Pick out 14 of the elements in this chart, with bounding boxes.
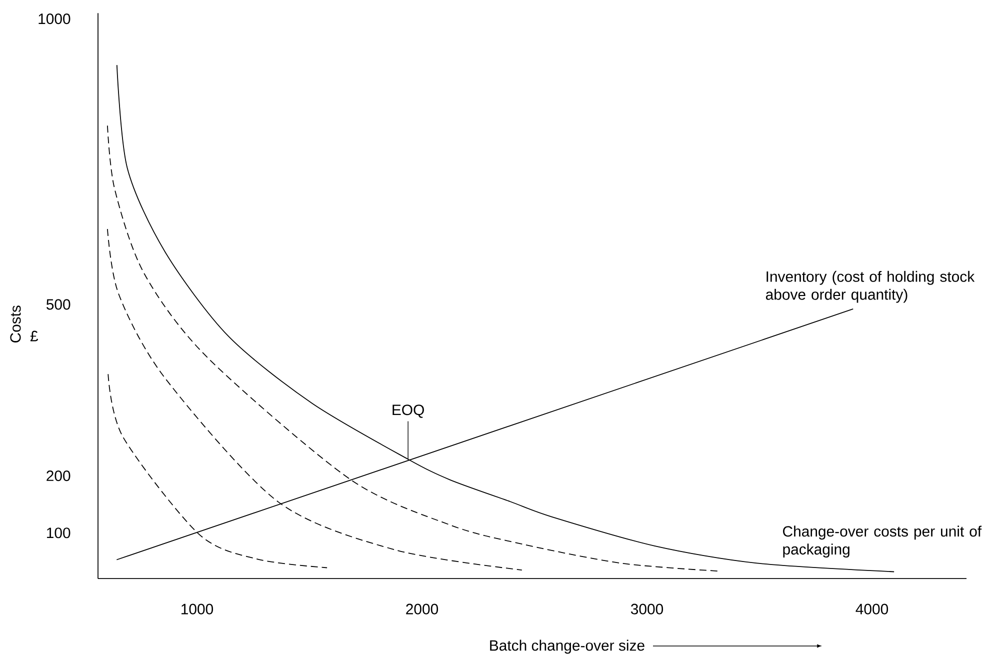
- y-tick-label: 100: [47, 528, 70, 538]
- series-label: Change-over costs per unit of packaging: [783, 526, 982, 558]
- y-tick-label: 200: [46, 470, 70, 482]
- x-tick-label: 4000: [856, 604, 888, 614]
- y-tick-label: 500: [46, 299, 70, 310]
- x-tick-label: 2000: [406, 604, 438, 614]
- x-tick-label: 3000: [630, 604, 664, 614]
- x-tick-label: 1000: [182, 604, 214, 614]
- series-label: Inventory (cost of holding stock above order quantity): [766, 270, 975, 303]
- annotation: EOQ: [392, 404, 424, 418]
- x-axis-title: Batch change-over size: [490, 640, 644, 654]
- y-axis-title: Costs: [10, 306, 21, 342]
- text: £: [30, 330, 38, 342]
- y-tick-label: 1000: [38, 14, 70, 24]
